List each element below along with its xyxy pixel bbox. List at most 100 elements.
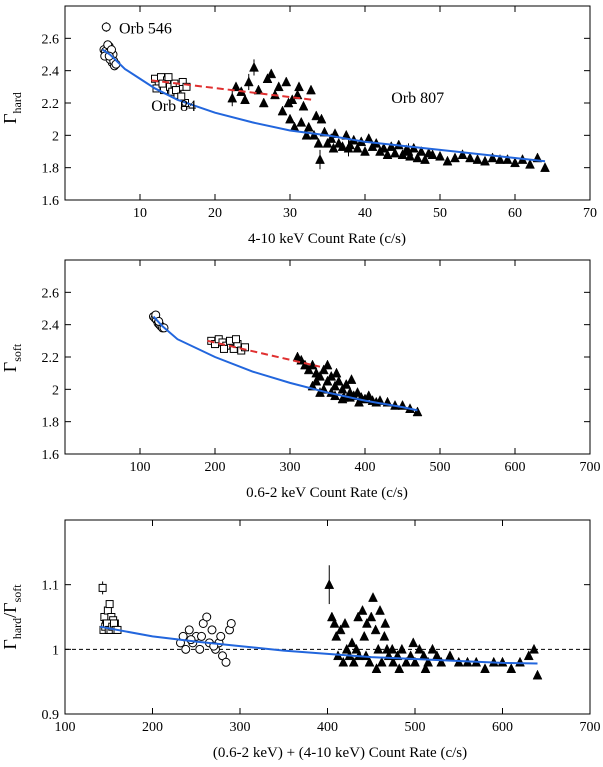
data-point-triangle — [403, 145, 414, 156]
data-point-triangle — [359, 630, 370, 641]
data-point-square — [105, 600, 114, 609]
data-point-triangle — [273, 81, 284, 92]
data-point-triangle — [420, 154, 430, 164]
x-tick-label: 600 — [505, 460, 526, 475]
data-point-triangle — [529, 643, 539, 654]
data-point-triangle — [416, 145, 427, 156]
data-point-triangle — [227, 92, 238, 103]
data-point-triangle — [361, 650, 371, 661]
data-point-triangle — [253, 84, 264, 95]
data-point-circle — [221, 657, 231, 667]
y-tick-label: 1.6 — [42, 448, 60, 463]
data-point-triangle — [294, 81, 304, 92]
y-axis-title: Γhard/Γsoft — [0, 584, 24, 650]
data-point-triangle — [329, 617, 340, 628]
data-point-square — [103, 606, 112, 615]
data-point-triangle — [420, 663, 431, 673]
data-point-triangle — [303, 364, 314, 375]
data-point-triangle — [401, 656, 412, 667]
data-point-circle — [195, 644, 205, 654]
data-point-triangle — [231, 81, 241, 92]
data-point-triangle — [394, 663, 405, 673]
data-point-triangle — [445, 650, 455, 661]
data-point-triangle — [326, 133, 337, 143]
data-point-square — [220, 344, 228, 353]
data-point-triangle — [340, 617, 350, 628]
x-tick-label: 600 — [492, 720, 513, 735]
x-tick-label: 60 — [508, 206, 522, 221]
data-point-triangle — [301, 129, 312, 140]
data-point-triangle — [338, 656, 349, 667]
data-point-triangle — [472, 154, 483, 164]
data-point-triangle — [388, 656, 399, 667]
x-tick-label: 70 — [583, 206, 597, 221]
data-point-triangle — [410, 656, 420, 667]
annotation-label: Orb 84 — [151, 98, 196, 115]
data-point-triangle — [480, 155, 490, 166]
data-point-triangle — [412, 406, 423, 417]
y-tick-label: 1.8 — [42, 416, 60, 431]
data-point-circle — [184, 625, 194, 635]
x-tick-label: 400 — [355, 460, 376, 475]
plot-frame — [64, 259, 591, 455]
data-point-triangle — [465, 152, 475, 163]
data-point-triangle — [502, 154, 513, 164]
y-tick-label: 2.4 — [42, 319, 60, 334]
data-point-triangle — [296, 116, 307, 127]
data-point-triangle — [315, 154, 325, 164]
data-point-square — [232, 335, 240, 344]
data-point-triangle — [333, 375, 344, 386]
data-point-triangle — [347, 637, 357, 648]
x-axis-title: 4-10 keV Count Rate (c/s) — [248, 231, 406, 247]
data-point-square — [172, 86, 180, 95]
data-point-triangle — [376, 656, 387, 667]
x-tick-label: 10 — [133, 206, 147, 221]
data-point-triangle — [322, 137, 333, 148]
data-point-square — [158, 79, 167, 88]
data-point-triangle — [354, 396, 364, 407]
y-tick-label: 2 — [52, 383, 59, 398]
data-point-square — [182, 82, 191, 91]
x-tick-label: 400 — [317, 720, 338, 735]
data-point-triangle — [331, 367, 342, 378]
data-point-triangle — [368, 592, 378, 602]
data-point-triangle — [303, 121, 314, 132]
data-point-triangle — [379, 630, 390, 641]
annotation-label: Orb 546 — [119, 20, 172, 37]
panel-ratio-vs-total-rate: (0.6-2 keV) + (4-10 keV) Count Rate (c/s… — [0, 519, 601, 761]
x-tick-label: 700 — [580, 460, 601, 475]
data-point-triangle — [341, 378, 352, 389]
data-point-triangle — [322, 375, 333, 386]
data-point-triangle — [313, 137, 324, 148]
data-point-triangle — [306, 84, 316, 95]
data-point-triangle — [375, 604, 385, 615]
x-tick-label: 700 — [580, 720, 601, 735]
y-tick-label: 1 — [52, 643, 59, 658]
data-point-triangle — [480, 663, 490, 673]
data-point-triangle — [427, 643, 438, 654]
data-point-triangle — [364, 656, 375, 667]
data-point-triangle — [337, 383, 348, 394]
x-tick-label: 300 — [230, 720, 251, 735]
data-point-triangle — [322, 359, 333, 370]
data-point-triangle — [390, 147, 400, 158]
data-point-square — [164, 73, 173, 82]
y-tick-label: 2.2 — [42, 97, 60, 112]
data-point-triangle — [387, 643, 398, 654]
x-tick-label: 200 — [142, 720, 163, 735]
data-point-triangle — [386, 141, 397, 151]
x-tick-label: 50 — [433, 206, 447, 221]
data-point-triangle — [281, 76, 292, 87]
data-point-triangle — [360, 145, 370, 156]
y-tick-label: 2.6 — [42, 286, 60, 301]
data-point-triangle — [352, 387, 363, 397]
y-tick-label: 2 — [52, 129, 59, 144]
y-tick-label: 1.1 — [42, 579, 60, 594]
data-point-triangle — [523, 650, 534, 661]
x-tick-label: 40 — [358, 206, 372, 221]
y-axis-title: Γsoft — [0, 343, 24, 372]
data-point-triangle — [283, 97, 294, 108]
y-tick-label: 1.6 — [42, 194, 60, 209]
plot-frame — [64, 519, 591, 715]
